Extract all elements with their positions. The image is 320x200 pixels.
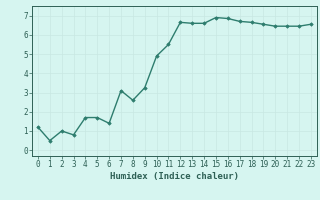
X-axis label: Humidex (Indice chaleur): Humidex (Indice chaleur)	[110, 172, 239, 181]
